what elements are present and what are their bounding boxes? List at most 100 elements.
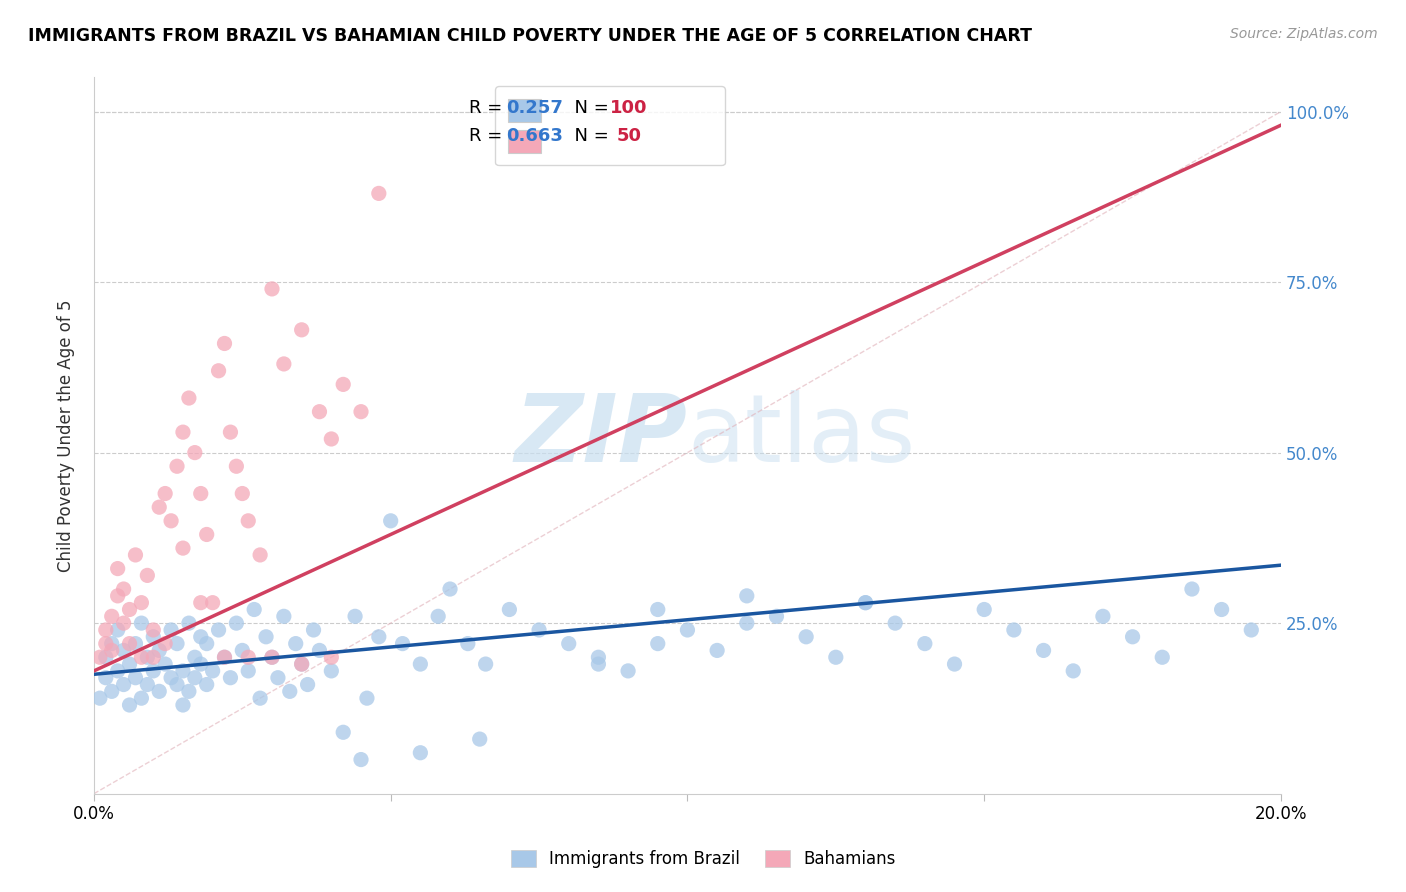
Point — [647, 637, 669, 651]
Point — [148, 643, 170, 657]
Point — [765, 609, 787, 624]
Point — [94, 623, 117, 637]
Point — [391, 637, 413, 651]
Point — [214, 650, 236, 665]
Point — [89, 691, 111, 706]
Point — [201, 664, 224, 678]
Legend: Immigrants from Brazil, Bahamians: Immigrants from Brazil, Bahamians — [503, 843, 903, 875]
Point — [190, 596, 212, 610]
Point — [474, 657, 496, 671]
Point — [112, 677, 135, 691]
Point — [1211, 602, 1233, 616]
Point — [367, 630, 389, 644]
Point — [142, 650, 165, 665]
Point — [308, 405, 330, 419]
Point — [1240, 623, 1263, 637]
Point — [308, 643, 330, 657]
Text: atlas: atlas — [688, 390, 915, 482]
Point — [302, 623, 325, 637]
Point — [321, 664, 343, 678]
Point — [142, 664, 165, 678]
Point — [332, 725, 354, 739]
Point — [107, 561, 129, 575]
Point — [172, 664, 194, 678]
Text: 100: 100 — [610, 98, 648, 117]
Point — [273, 357, 295, 371]
Point — [214, 650, 236, 665]
Point — [735, 616, 758, 631]
Point — [160, 623, 183, 637]
Point — [344, 609, 367, 624]
Text: R =: R = — [470, 98, 508, 117]
Point — [207, 623, 229, 637]
Point — [884, 616, 907, 631]
Point — [131, 650, 153, 665]
Point — [1181, 582, 1204, 596]
Point — [136, 650, 159, 665]
Point — [100, 609, 122, 624]
Point — [367, 186, 389, 201]
Point — [588, 650, 610, 665]
Point — [131, 691, 153, 706]
Point — [231, 643, 253, 657]
Point — [172, 698, 194, 712]
Point — [124, 548, 146, 562]
Point — [225, 616, 247, 631]
Y-axis label: Child Poverty Under the Age of 5: Child Poverty Under the Age of 5 — [58, 300, 75, 572]
Point — [249, 548, 271, 562]
Point — [238, 650, 260, 665]
Point — [321, 432, 343, 446]
Point — [118, 698, 141, 712]
Text: N =: N = — [562, 98, 614, 117]
Point — [260, 282, 283, 296]
Point — [160, 671, 183, 685]
Point — [706, 643, 728, 657]
Point — [195, 637, 218, 651]
Point — [89, 650, 111, 665]
Point — [914, 637, 936, 651]
Point — [273, 609, 295, 624]
Point — [112, 582, 135, 596]
Point — [118, 602, 141, 616]
Text: 50: 50 — [616, 128, 641, 145]
Point — [427, 609, 450, 624]
Point — [107, 589, 129, 603]
Text: 0.663: 0.663 — [506, 128, 562, 145]
Point — [100, 643, 122, 657]
Point — [112, 616, 135, 631]
Point — [973, 602, 995, 616]
Point — [225, 459, 247, 474]
Point — [201, 596, 224, 610]
Point — [118, 657, 141, 671]
Point — [231, 486, 253, 500]
Point — [1062, 664, 1084, 678]
Point — [350, 753, 373, 767]
Point — [195, 527, 218, 541]
Point — [291, 323, 314, 337]
Point — [794, 630, 817, 644]
Point — [177, 391, 200, 405]
Point — [409, 657, 432, 671]
Point — [219, 671, 242, 685]
Point — [321, 650, 343, 665]
Point — [824, 650, 846, 665]
Point — [588, 657, 610, 671]
Point — [735, 589, 758, 603]
Point — [297, 677, 319, 691]
Point — [260, 650, 283, 665]
Point — [184, 445, 207, 459]
Point — [166, 637, 188, 651]
Point — [380, 514, 402, 528]
Point — [350, 405, 373, 419]
Point — [184, 671, 207, 685]
Point — [1002, 623, 1025, 637]
Point — [468, 732, 491, 747]
Point — [124, 671, 146, 685]
Point — [153, 657, 176, 671]
Point — [249, 691, 271, 706]
Point — [332, 377, 354, 392]
Point — [177, 616, 200, 631]
Point — [131, 596, 153, 610]
Point — [943, 657, 966, 671]
Point — [153, 486, 176, 500]
